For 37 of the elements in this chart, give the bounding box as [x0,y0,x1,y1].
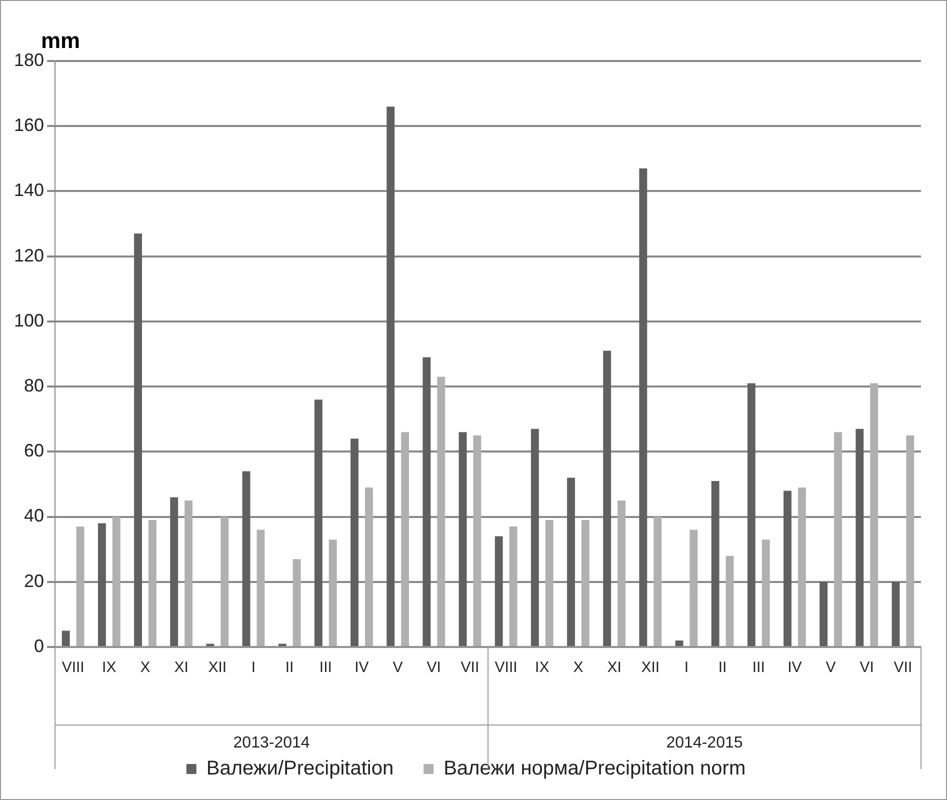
x-tick-label: I [251,659,256,676]
x-tick-label: X [140,659,150,676]
x-tick-label: IV [788,659,802,676]
x-tick-label: VIII [494,659,518,676]
y-tick-label: 160 [14,115,44,136]
x-tick-label: VII [460,659,480,676]
y-tick-label: 0 [34,636,44,656]
y-tick-label: 120 [14,245,44,266]
x-tick-label: IX [535,659,550,676]
x-tick-label: III [752,659,765,676]
x-tick-label: VI [426,659,441,676]
y-tick-label: 100 [14,310,44,330]
x-tick-label: IV [354,659,369,676]
text: 2013-2014 [233,734,310,752]
x-tick-label: VIII [62,659,84,676]
x-tick-label: XII [641,659,660,676]
y-tick-label: 60 [24,440,44,461]
x-tick-label: III [319,659,332,676]
x-tick-label: V [826,659,836,676]
x-tick-label: II [718,659,727,676]
x-tick-label: I [684,659,689,676]
x-tick-label: IX [102,659,116,676]
x-tick-label: II [285,659,294,676]
legend-label: Валежи/Precipitation [206,758,394,780]
x-tick-label: VI [860,659,874,676]
y-tick-label: 80 [24,376,44,396]
x-tick-label: XI [607,659,622,676]
x-tick-label: V [392,659,403,676]
x-tick-label: VII [894,659,912,676]
text: 2014-2015 [666,734,743,752]
y-tick-label: 40 [24,506,44,526]
legend-label: Валежи норма/Precipitation norm [444,758,746,780]
y-tick-label: 20 [24,570,44,591]
x-tick-label: XII [208,659,227,676]
x-tick-label: X [573,659,584,676]
x-tick-label: XI [174,659,188,676]
y-tick-label: 140 [14,180,44,200]
